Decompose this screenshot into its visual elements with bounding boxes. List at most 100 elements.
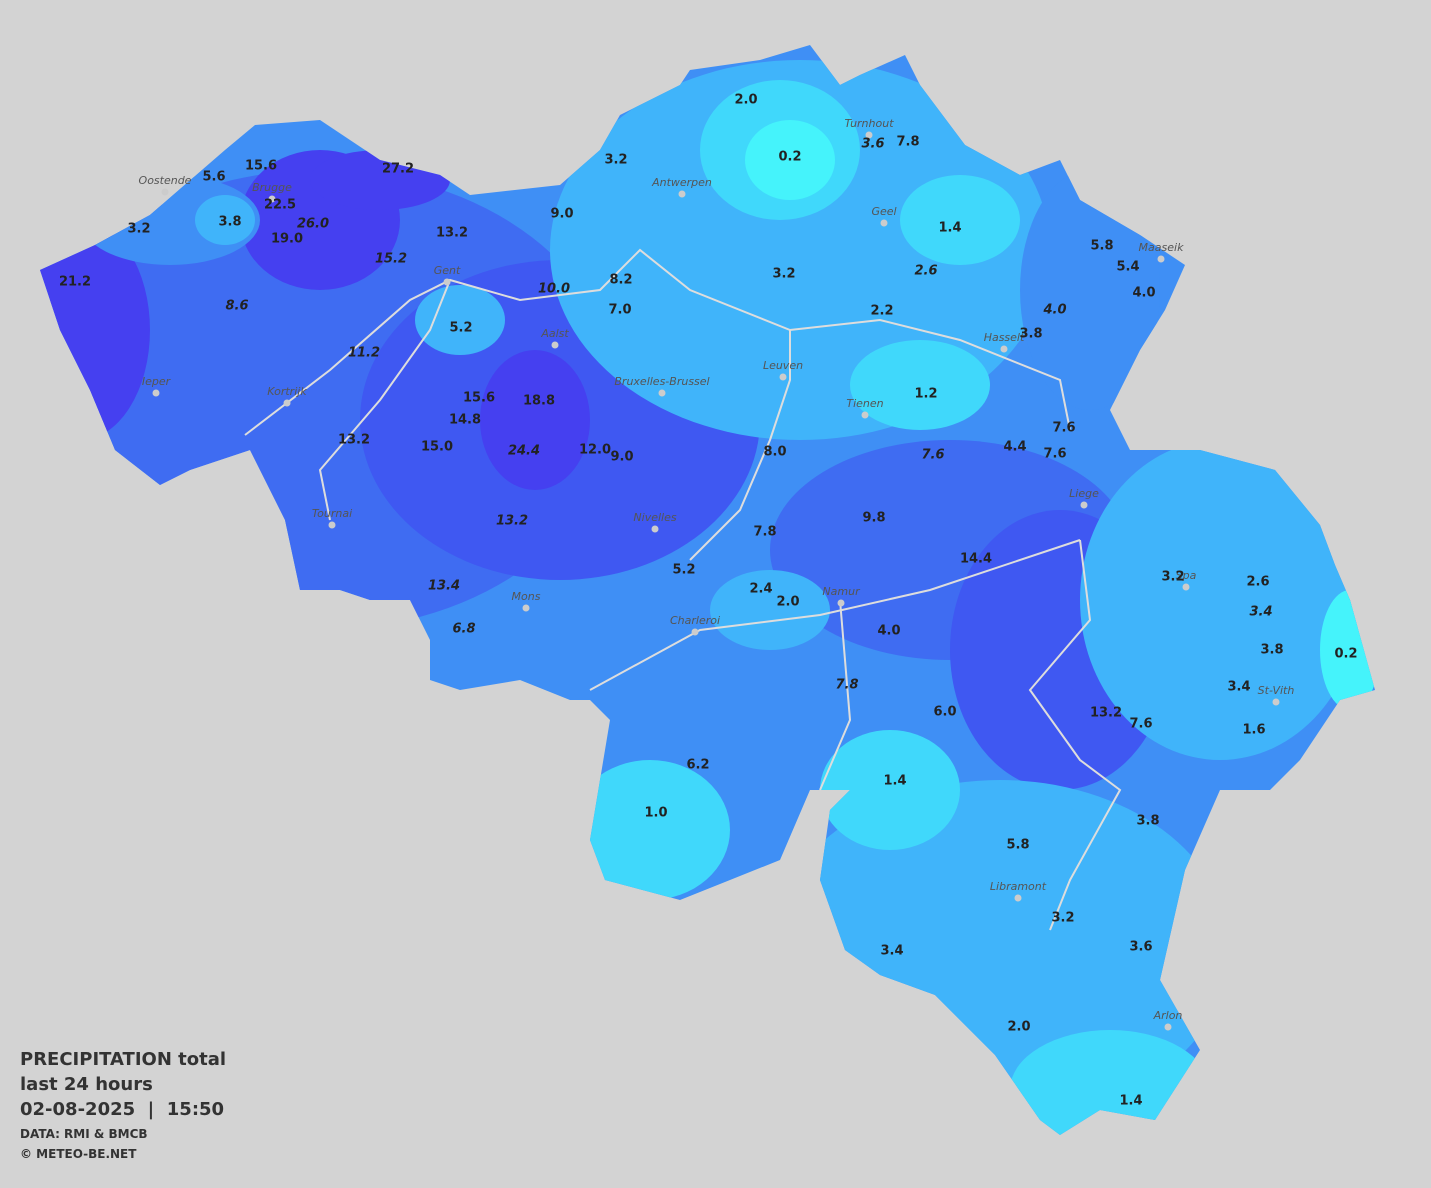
city-dot xyxy=(865,131,873,139)
reading: 19.0 xyxy=(271,232,303,247)
reading: 7.6 xyxy=(921,448,944,463)
city-name: Geel xyxy=(871,205,896,218)
reading: 1.4 xyxy=(883,774,906,789)
city-dot xyxy=(1000,345,1008,353)
city-name: Leuven xyxy=(763,359,803,372)
city-name: Charleroi xyxy=(670,614,720,627)
reading: 5.8 xyxy=(1006,838,1029,853)
reading: 3.2 xyxy=(1161,570,1184,585)
reading: 2.0 xyxy=(776,595,799,610)
reading: 2.6 xyxy=(914,264,937,279)
reading: 3.2 xyxy=(127,222,150,237)
reading: 5.2 xyxy=(672,563,695,578)
reading: 15.6 xyxy=(245,159,277,174)
city-dot xyxy=(443,278,451,286)
city-dot xyxy=(1157,255,1165,263)
city-name: Gent xyxy=(434,264,461,277)
legend-period: last 24 hours xyxy=(20,1074,153,1095)
city-dot xyxy=(522,604,530,612)
reading: 27.2 xyxy=(382,162,414,177)
reading: 7.8 xyxy=(896,135,919,150)
reading: 13.4 xyxy=(428,579,460,594)
city-dot xyxy=(651,525,659,533)
city-dot xyxy=(779,373,787,381)
city-name: St-Vith xyxy=(1258,684,1295,697)
city-dot xyxy=(880,219,888,227)
reading: 3.4 xyxy=(1227,680,1250,695)
city-name: Spa xyxy=(1176,569,1197,582)
reading: 8.2 xyxy=(609,273,632,288)
reading: 4.0 xyxy=(1132,286,1155,301)
reading: 13.2 xyxy=(1090,706,1122,721)
legend: PRECIPITATION total last 24 hours 02-08-… xyxy=(20,1049,226,1161)
reading: 4.0 xyxy=(1042,303,1066,318)
reading: 15.0 xyxy=(421,440,453,455)
reading: 8.6 xyxy=(225,299,248,314)
reading: 2.2 xyxy=(870,304,893,319)
city-name: Tienen xyxy=(846,397,883,410)
legend-credit: © METEO-BE.NET xyxy=(20,1147,137,1161)
reading: 13.2 xyxy=(436,226,468,241)
reading: 24.4 xyxy=(508,444,540,459)
reading: 10.0 xyxy=(538,282,570,297)
city-dot xyxy=(658,389,666,397)
reading: 7.6 xyxy=(1052,421,1075,436)
reading: 2.0 xyxy=(1007,1020,1030,1035)
city-name: Namur xyxy=(822,585,861,598)
reading: 3.8 xyxy=(1019,327,1042,342)
city-dot xyxy=(861,411,869,419)
reading: 2.4 xyxy=(749,582,772,597)
reading: 15.2 xyxy=(375,252,407,267)
reading: 3.2 xyxy=(1051,911,1074,926)
reading: 7.0 xyxy=(608,303,631,318)
reading: 7.6 xyxy=(1043,447,1066,462)
reading: 2.6 xyxy=(1246,575,1269,590)
legend-timestamp: 02-08-2025 | 15:50 xyxy=(20,1099,224,1120)
reading: 0.2 xyxy=(1334,647,1357,662)
reading: 21.2 xyxy=(59,275,91,290)
reading: 2.0 xyxy=(734,93,757,108)
reading: 9.0 xyxy=(550,207,573,222)
reading: 3.6 xyxy=(1129,940,1152,955)
city-name: Kortrijk xyxy=(267,385,307,398)
city-dot xyxy=(161,188,169,196)
rivers xyxy=(244,248,1122,931)
reading: 26.0 xyxy=(297,217,329,232)
reading: 3.8 xyxy=(1136,814,1159,829)
reading: 3.6 xyxy=(861,137,884,152)
city-name: Liege xyxy=(1069,487,1099,500)
reading: 1.4 xyxy=(938,221,961,236)
city-name: Libramont xyxy=(990,880,1047,893)
reading: 8.0 xyxy=(763,445,786,460)
reading: 5.4 xyxy=(1116,260,1139,275)
city-dot xyxy=(551,341,559,349)
city-dot xyxy=(1182,583,1190,591)
reading: 9.0 xyxy=(610,450,633,465)
reading: 15.6 xyxy=(463,391,495,406)
reading: 3.8 xyxy=(1260,643,1283,658)
reading: 3.4 xyxy=(880,944,903,959)
reading: 1.6 xyxy=(1242,723,1265,738)
reading: 7.8 xyxy=(835,678,858,693)
city-dot xyxy=(1014,894,1022,902)
reading: 12.0 xyxy=(579,443,611,458)
reading: 1.2 xyxy=(914,387,937,402)
city-dot xyxy=(268,195,276,203)
reading: 6.2 xyxy=(686,758,709,773)
city-dot xyxy=(678,190,686,198)
reading: 4.4 xyxy=(1003,440,1026,455)
city-name: Nivelles xyxy=(633,511,676,524)
city-name: Maaseik xyxy=(1139,241,1185,254)
reading: 18.8 xyxy=(523,394,555,409)
city-name: Bruxelles-Brussel xyxy=(614,375,709,388)
city-name: Tournai xyxy=(312,507,352,520)
city-dot xyxy=(1080,501,1088,509)
city-name: Oostende xyxy=(139,174,192,187)
city-dot xyxy=(837,599,845,607)
reading: 14.8 xyxy=(449,413,481,428)
city-dot xyxy=(152,389,160,397)
reading: 9.8 xyxy=(862,511,885,526)
reading: 3.2 xyxy=(772,267,795,282)
reading: 5.8 xyxy=(1090,239,1113,254)
